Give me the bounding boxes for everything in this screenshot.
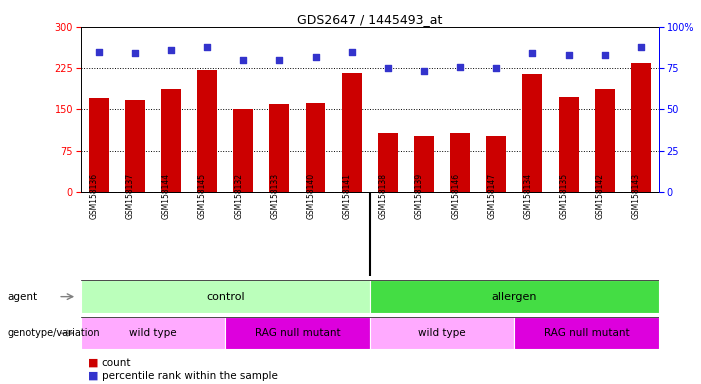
Text: ■: ■ — [88, 358, 98, 368]
Point — [563, 52, 574, 58]
Point — [238, 57, 249, 63]
Bar — [559, 97, 578, 192]
Bar — [486, 136, 506, 192]
Bar — [594, 89, 615, 192]
Bar — [378, 132, 397, 192]
Point — [310, 53, 321, 60]
Bar — [515, 317, 659, 349]
Text: allergen: allergen — [491, 291, 537, 302]
Text: GSM158134: GSM158134 — [524, 173, 533, 219]
Text: GSM158146: GSM158146 — [451, 173, 460, 219]
Point — [93, 49, 104, 55]
Point — [165, 47, 177, 53]
Text: genotype/variation: genotype/variation — [7, 328, 100, 338]
Bar — [125, 99, 145, 192]
Text: GSM158141: GSM158141 — [343, 173, 352, 219]
Bar — [233, 109, 253, 192]
Bar — [369, 280, 659, 313]
Bar — [269, 104, 290, 192]
Text: GSM158136: GSM158136 — [90, 173, 99, 219]
Bar — [342, 73, 362, 192]
Bar — [414, 136, 434, 192]
Point — [274, 57, 285, 63]
Bar — [81, 317, 225, 349]
Point — [599, 52, 611, 58]
Point — [346, 49, 358, 55]
Text: wild type: wild type — [418, 328, 466, 338]
Text: GSM158135: GSM158135 — [559, 173, 569, 219]
Bar — [306, 103, 325, 192]
Bar — [631, 63, 651, 192]
Bar — [197, 70, 217, 192]
Point — [527, 50, 538, 56]
Bar — [161, 89, 181, 192]
Bar — [450, 132, 470, 192]
Text: GSM158142: GSM158142 — [596, 173, 605, 219]
Text: control: control — [206, 291, 245, 302]
Text: GSM158132: GSM158132 — [234, 173, 243, 219]
Text: GSM158139: GSM158139 — [415, 173, 424, 219]
Text: wild type: wild type — [129, 328, 177, 338]
Text: GSM158147: GSM158147 — [487, 173, 496, 219]
Point — [635, 44, 646, 50]
Text: RAG null mutant: RAG null mutant — [544, 328, 629, 338]
Text: count: count — [102, 358, 131, 368]
Point — [129, 50, 140, 56]
Bar — [81, 280, 370, 313]
Text: GSM158140: GSM158140 — [306, 173, 315, 219]
Point — [418, 68, 430, 74]
Title: GDS2647 / 1445493_at: GDS2647 / 1445493_at — [297, 13, 442, 26]
Text: GSM158144: GSM158144 — [162, 173, 171, 219]
Point — [491, 65, 502, 71]
Text: RAG null mutant: RAG null mutant — [254, 328, 340, 338]
Point — [382, 65, 393, 71]
Point — [454, 63, 465, 70]
Bar — [522, 74, 543, 192]
Point — [201, 44, 212, 50]
Text: agent: agent — [7, 291, 37, 302]
Text: percentile rank within the sample: percentile rank within the sample — [102, 371, 278, 381]
Bar — [89, 98, 109, 192]
Text: GSM158145: GSM158145 — [198, 173, 207, 219]
Text: ■: ■ — [88, 371, 98, 381]
Text: GSM158137: GSM158137 — [126, 173, 135, 219]
Bar — [225, 317, 370, 349]
Bar — [369, 317, 515, 349]
Text: GSM158138: GSM158138 — [379, 173, 388, 219]
Text: GSM158133: GSM158133 — [271, 173, 280, 219]
Text: GSM158143: GSM158143 — [632, 173, 641, 219]
